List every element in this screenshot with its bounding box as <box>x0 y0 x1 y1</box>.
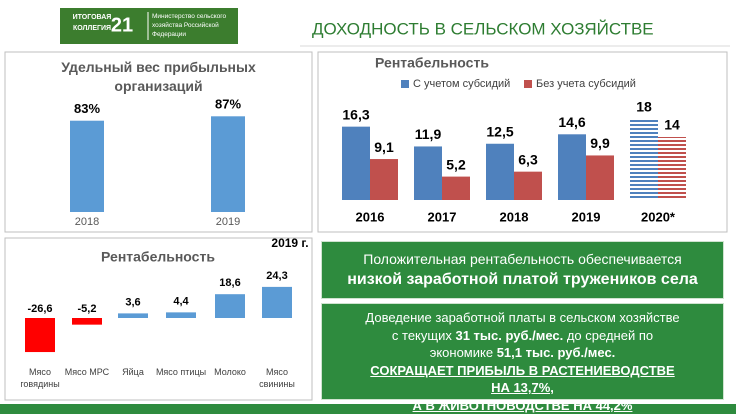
legend-label: С учетом субсидий <box>413 78 510 90</box>
x-tick-label: Мясо свинины <box>259 367 295 389</box>
x-tick-label: Мясо птицы <box>155 367 207 377</box>
bar <box>514 171 542 200</box>
x-tick-label: 2020* <box>641 209 676 224</box>
legend-swatch <box>401 80 409 88</box>
wage-box: Доведение заработной платы в сельском хо… <box>321 303 724 413</box>
bar <box>262 286 292 318</box>
value-label: 9,1 <box>374 139 394 155</box>
bar <box>586 155 614 200</box>
slide-title: ДОХОДНОСТЬ В СЕЛЬСКОМ ХОЗЯЙСТВЕ <box>312 19 654 38</box>
x-tick-label: Яйца <box>122 367 144 377</box>
legend-swatch <box>524 80 532 88</box>
bar <box>166 312 196 318</box>
x-tick-label: 2019 <box>216 216 240 228</box>
bar <box>370 159 398 200</box>
chart-title: Удельный вес прибыльных организаций <box>61 59 256 94</box>
bar <box>486 143 514 200</box>
value-label: 11,9 <box>415 126 442 142</box>
wage-text: Доведение заработной платы в сельском хо… <box>362 309 683 362</box>
x-tick-label: Мясо говядины <box>20 367 60 389</box>
chart-title: Рентабельность <box>375 55 489 71</box>
panel <box>4 51 313 233</box>
x-tick-label: 2018 <box>500 209 529 224</box>
headline-box: Положительная рентабельность обеспечивае… <box>321 241 724 299</box>
legend-label: Без учета субсидий <box>536 78 636 90</box>
value-label: 16,3 <box>342 106 369 122</box>
bar <box>558 134 586 200</box>
bar <box>25 318 55 353</box>
annotation: 2019 г. <box>271 236 308 250</box>
wage-part: Доведение заработной платы в сельском хо… <box>365 310 680 343</box>
value-label: 24,3 <box>266 270 287 282</box>
logo-number: 21 <box>111 14 133 36</box>
value-label: -26,6 <box>27 303 52 315</box>
bar <box>442 176 470 200</box>
value-label: 14,6 <box>558 114 585 130</box>
bar <box>414 146 442 200</box>
value-label: 87% <box>215 97 241 112</box>
value-label: 83% <box>74 101 100 116</box>
bar <box>72 318 102 325</box>
x-tick-label: Молоко <box>214 367 246 377</box>
bar <box>342 126 370 200</box>
value-label: 9,9 <box>590 135 610 151</box>
value-label: 14 <box>664 117 680 133</box>
ministry: Министерство сельского хозяйства Российс… <box>152 13 227 38</box>
value-label: -5,2 <box>78 303 97 315</box>
logo-title: ИТОГОВАЯ КОЛЛЕГИЯ <box>72 14 112 32</box>
x-tick-label: Мясо МРС <box>64 367 110 377</box>
value-label: 12,5 <box>486 123 513 139</box>
value-label: 18,6 <box>219 277 240 289</box>
x-tick-label: 2017 <box>428 209 457 224</box>
panel <box>4 237 313 401</box>
wage-part: до средней по экономике <box>429 327 654 361</box>
value-label: 18 <box>636 99 652 115</box>
bar <box>215 294 245 318</box>
value-label: 4,4 <box>173 295 189 307</box>
emphasis: низкой заработной платой тружеников села <box>347 271 698 288</box>
bar <box>118 313 148 318</box>
conclusion: СОКРАЩАЕТ ПРИБЫЛЬ В РАСТЕНИЕВОДСТВЕ НА 1… <box>370 362 675 396</box>
headline: Положительная рентабельность обеспечивае… <box>363 251 682 267</box>
bar <box>211 116 245 212</box>
x-tick-label: 2018 <box>75 216 99 228</box>
value-label: 5,2 <box>446 156 466 172</box>
bar <box>630 119 658 200</box>
value-label: 6,3 <box>518 151 538 167</box>
wage-part: 51,1 тыс. руб./мес. <box>496 345 616 360</box>
conclusion: А В ЖИВОТНОВОДСТВЕ НА 44,2% <box>412 397 633 413</box>
x-tick-label: 2016 <box>356 209 385 224</box>
bar <box>70 120 104 212</box>
footer-stripe <box>0 404 736 414</box>
value-label: 3,6 <box>125 296 140 308</box>
logo-bg <box>60 8 238 44</box>
x-tick-label: 2019 <box>572 209 601 224</box>
wage-part: 31 тыс. руб./мес. <box>455 327 564 343</box>
bar <box>658 137 686 200</box>
chart-title: Рентабельность <box>101 249 215 265</box>
